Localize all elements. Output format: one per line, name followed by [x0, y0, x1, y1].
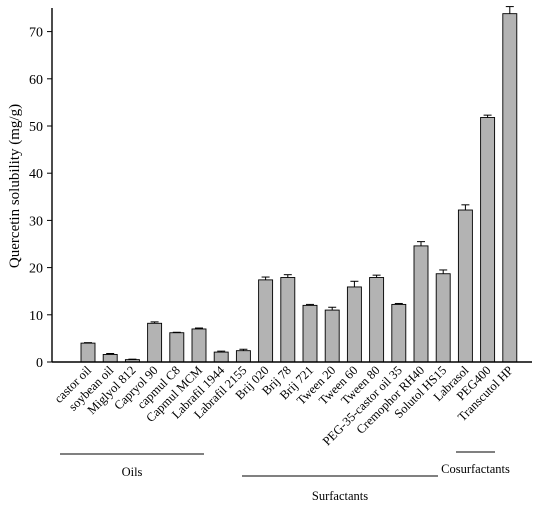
bar: [413, 245, 429, 363]
y-tick-label: 70: [29, 26, 43, 41]
bar: [324, 309, 340, 363]
bar: [457, 209, 473, 363]
group-label: Surfactants: [312, 489, 368, 503]
bar: [280, 277, 296, 363]
bars-layer: [80, 13, 518, 363]
bar: [235, 350, 251, 363]
bar: [480, 117, 496, 363]
bar: [147, 322, 163, 363]
y-tick-label: 20: [29, 262, 43, 277]
bar: [346, 286, 362, 363]
group-brackets-layer: Oils Surfactants Cosurfactants: [60, 451, 510, 503]
bar: [213, 351, 229, 363]
y-tick-label: 0: [36, 356, 43, 371]
bar: [302, 304, 318, 363]
bar: [258, 279, 274, 363]
y-tick-label: 40: [29, 167, 43, 182]
bar: [369, 277, 385, 363]
bar: [435, 273, 451, 363]
y-ticks-layer: 0 10 20 30 40 50 60 70: [29, 26, 52, 371]
group-label: Cosurfactants: [441, 462, 510, 476]
bar: [80, 342, 96, 363]
bar: [102, 353, 118, 363]
bar: [169, 332, 185, 363]
error-bars-layer: [84, 6, 514, 360]
y-tick-label: 30: [29, 214, 43, 229]
y-axis-label: Quercetin solubility (mg/g): [7, 104, 23, 268]
y-tick-label: 10: [29, 309, 43, 324]
bar: [391, 303, 407, 363]
y-tick-label: 60: [29, 73, 43, 88]
bar: [502, 13, 518, 363]
group-label: Oils: [122, 465, 143, 479]
y-tick-label: 50: [29, 120, 43, 135]
bar: [191, 328, 207, 363]
